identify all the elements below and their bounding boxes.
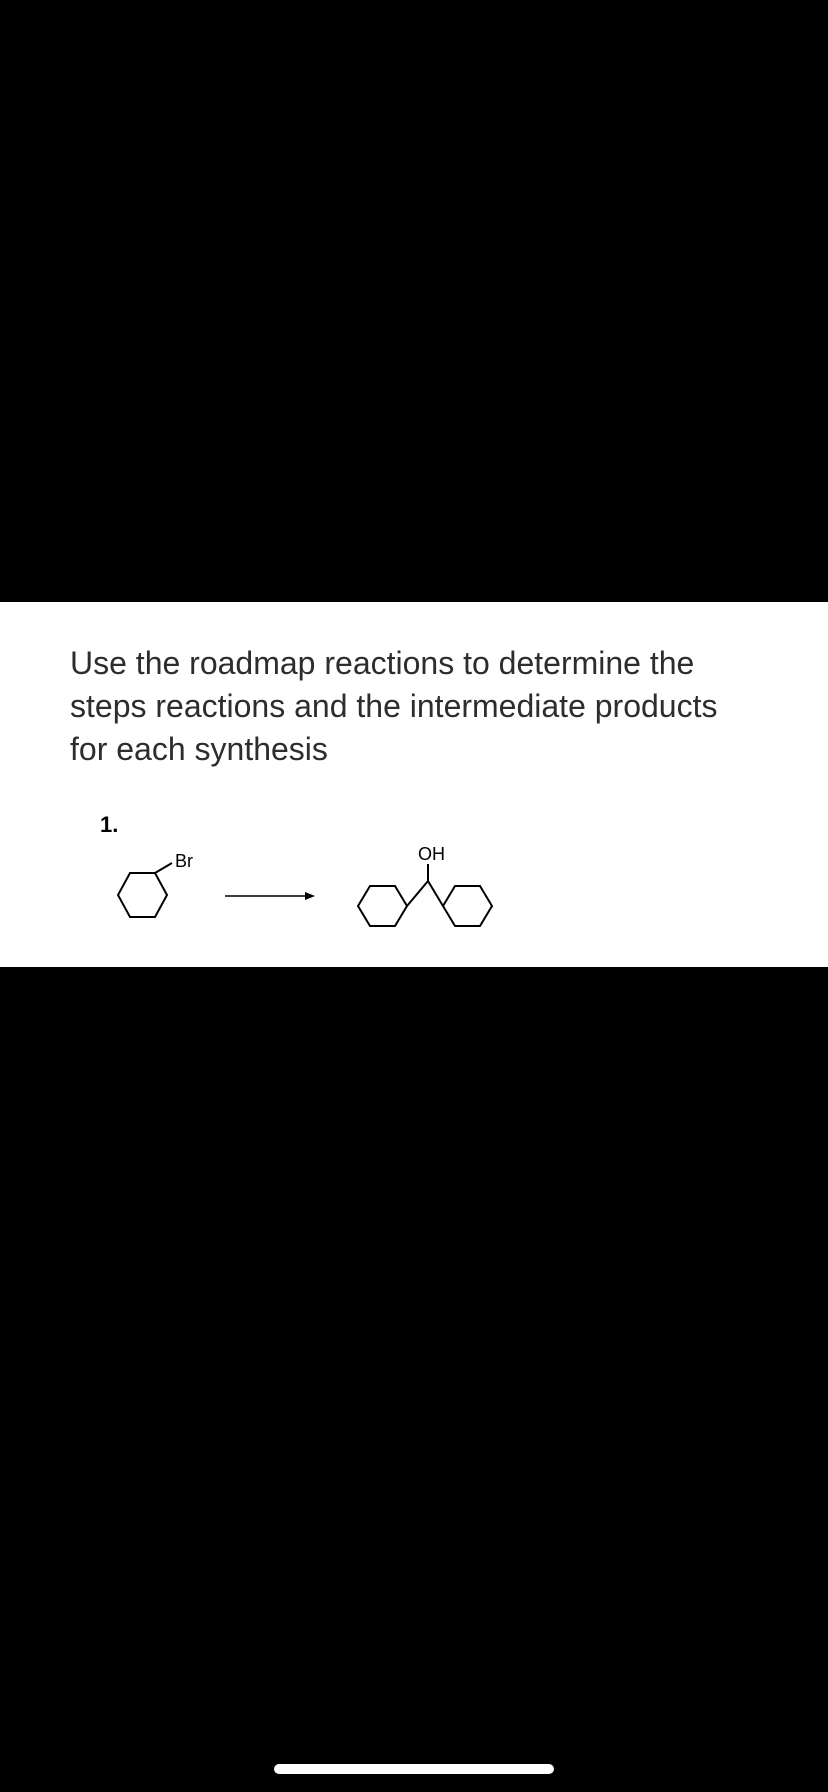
svg-text:OH: OH	[577, 1017, 604, 1037]
problem-number-2: 2.	[100, 976, 758, 1002]
problems-container: 1. Br OH	[70, 812, 758, 1101]
home-indicator[interactable]	[274, 1764, 554, 1774]
reaction-arrow-2	[275, 1017, 395, 1037]
reaction-arrow-1	[220, 886, 320, 906]
svg-text:Br: Br	[175, 853, 193, 871]
question-text: Use the roadmap reactions to determine t…	[70, 642, 758, 772]
content-area: Use the roadmap reactions to determine t…	[0, 602, 828, 967]
problem-3: 3.	[100, 1075, 758, 1101]
svg-text:OH: OH	[222, 1017, 249, 1037]
problem-1: 1. Br OH	[100, 812, 758, 946]
structure-dicyclohexylmethanol: OH	[340, 846, 520, 946]
reaction-row-2: OH OH	[100, 1010, 758, 1045]
problem-number-1: 1.	[100, 812, 758, 838]
svg-text:OH: OH	[418, 846, 445, 864]
structure-long-alcohol: OH	[415, 1010, 620, 1045]
structure-bromocyclohexane: Br	[100, 853, 200, 938]
problem-2: 2. OH OH	[100, 976, 758, 1045]
problem-number-3: 3.	[100, 1075, 758, 1101]
reaction-row-1: Br OH	[100, 846, 758, 946]
structure-short-alcohol: OH	[100, 1010, 255, 1045]
